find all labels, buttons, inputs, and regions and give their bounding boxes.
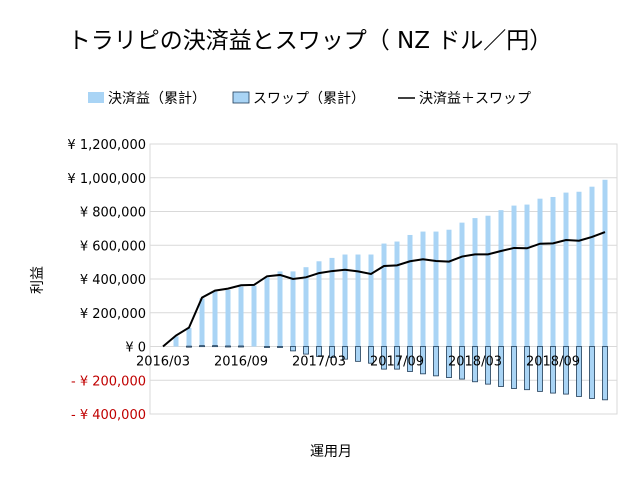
bar-swap	[303, 346, 309, 355]
bar-settlement	[498, 210, 504, 347]
y-tick-label: ¥ 1,000,000	[67, 172, 146, 187]
bar-settlement	[329, 257, 335, 347]
bar-settlement	[173, 336, 179, 347]
bar-settlement	[316, 261, 322, 347]
bar-settlement	[264, 277, 270, 347]
bar-settlement	[459, 222, 465, 347]
bar-settlement	[589, 186, 595, 347]
bar-swap	[368, 346, 374, 364]
bar-swap	[225, 345, 231, 348]
bar-settlement	[199, 298, 205, 347]
bar-settlement	[485, 215, 491, 347]
bar-swap	[212, 345, 218, 348]
bar-settlement	[290, 271, 296, 347]
bar-settlement	[251, 285, 257, 347]
x-tick-label: 2016/09	[214, 355, 268, 370]
bar-swap	[550, 346, 556, 394]
bar-swap	[381, 346, 387, 370]
y-tick-label: ¥ 600,000	[80, 239, 146, 254]
x-axis-label: 運用月	[310, 444, 352, 460]
bar-swap	[199, 345, 205, 348]
bar-settlement	[537, 198, 543, 347]
y-tick-label: ¥ 1,200,000	[67, 138, 146, 153]
bar-swap	[472, 346, 478, 383]
bar-swap	[277, 346, 283, 348]
bar-settlement	[420, 231, 426, 347]
bar-swap	[186, 345, 192, 348]
x-tick-label: 2018/03	[448, 355, 502, 370]
bar-settlement	[342, 254, 348, 347]
bar-swap	[316, 346, 322, 357]
line-total	[162, 231, 606, 348]
y-tick-label: - ¥ 200,000	[71, 374, 146, 389]
bar-settlement	[550, 196, 556, 347]
legend-label-swap: スワップ（累計）	[253, 91, 365, 107]
bar-settlement	[186, 327, 192, 347]
x-tick-label: 2018/09	[526, 355, 580, 370]
bar-swap	[589, 346, 595, 399]
bar-settlement	[524, 204, 530, 347]
legend-label-settlement: 決済益（累計）	[108, 91, 206, 107]
bar-swap	[563, 346, 569, 395]
y-tick-label: ¥ 200,000	[80, 307, 146, 322]
x-tick-label: 2016/03	[136, 355, 190, 370]
bar-swap	[264, 346, 270, 348]
bar-settlement	[277, 271, 283, 347]
legend-label-total: 決済益＋スワップ	[419, 91, 531, 107]
bar-settlement	[394, 241, 400, 347]
bar-swap	[433, 346, 439, 377]
bar-swap	[485, 346, 491, 385]
bar-settlement	[563, 192, 569, 347]
bar-settlement	[368, 254, 374, 347]
bar-swap	[511, 346, 517, 389]
y-tick-label: - ¥ 400,000	[71, 408, 146, 423]
legend-swatch-swap	[232, 91, 250, 104]
y-tick-label: ¥ 0	[125, 341, 146, 356]
bar-settlement	[303, 267, 309, 347]
bar-settlement	[602, 179, 608, 347]
bar-settlement	[446, 229, 452, 347]
bar-settlement	[238, 286, 244, 347]
bar-settlement	[511, 205, 517, 347]
x-tick-label: 2017/09	[370, 355, 424, 370]
chart-title: トラリピの決済益とスワップ（ NZ ドル／円）	[68, 28, 553, 54]
bar-swap	[394, 346, 400, 370]
bar-swap	[290, 346, 296, 352]
bar-swap	[576, 346, 582, 397]
bar-swap	[446, 346, 452, 378]
y-axis-label: 利益	[30, 266, 46, 294]
bar-swap	[407, 346, 413, 372]
legend-swatch-settlement	[88, 92, 104, 103]
y-tick-label: ¥ 400,000	[80, 273, 146, 288]
legend: 決済益（累計） スワップ（累計） 決済益＋スワップ	[88, 91, 531, 107]
bar-swap	[238, 345, 244, 348]
bar-settlement	[212, 291, 218, 347]
bar-swap	[342, 346, 348, 360]
bar-settlement	[472, 218, 478, 347]
bar-settlement	[407, 234, 413, 347]
bar-settlement	[381, 243, 387, 347]
bar-settlement	[433, 231, 439, 347]
y-tick-label: ¥ 800,000	[80, 206, 146, 221]
bar-swap	[524, 346, 530, 391]
bar-swap	[537, 346, 543, 392]
bar-swap	[602, 346, 608, 401]
bar-swap	[420, 346, 426, 375]
bar-swap	[498, 346, 504, 387]
bar-settlement	[355, 254, 361, 347]
bar-swap	[355, 346, 361, 362]
bar-settlement	[225, 289, 231, 347]
bar-swap	[329, 346, 335, 358]
x-tick-label: 2017/03	[292, 355, 346, 370]
bar-swap	[459, 346, 465, 380]
bar-settlement	[576, 191, 582, 347]
